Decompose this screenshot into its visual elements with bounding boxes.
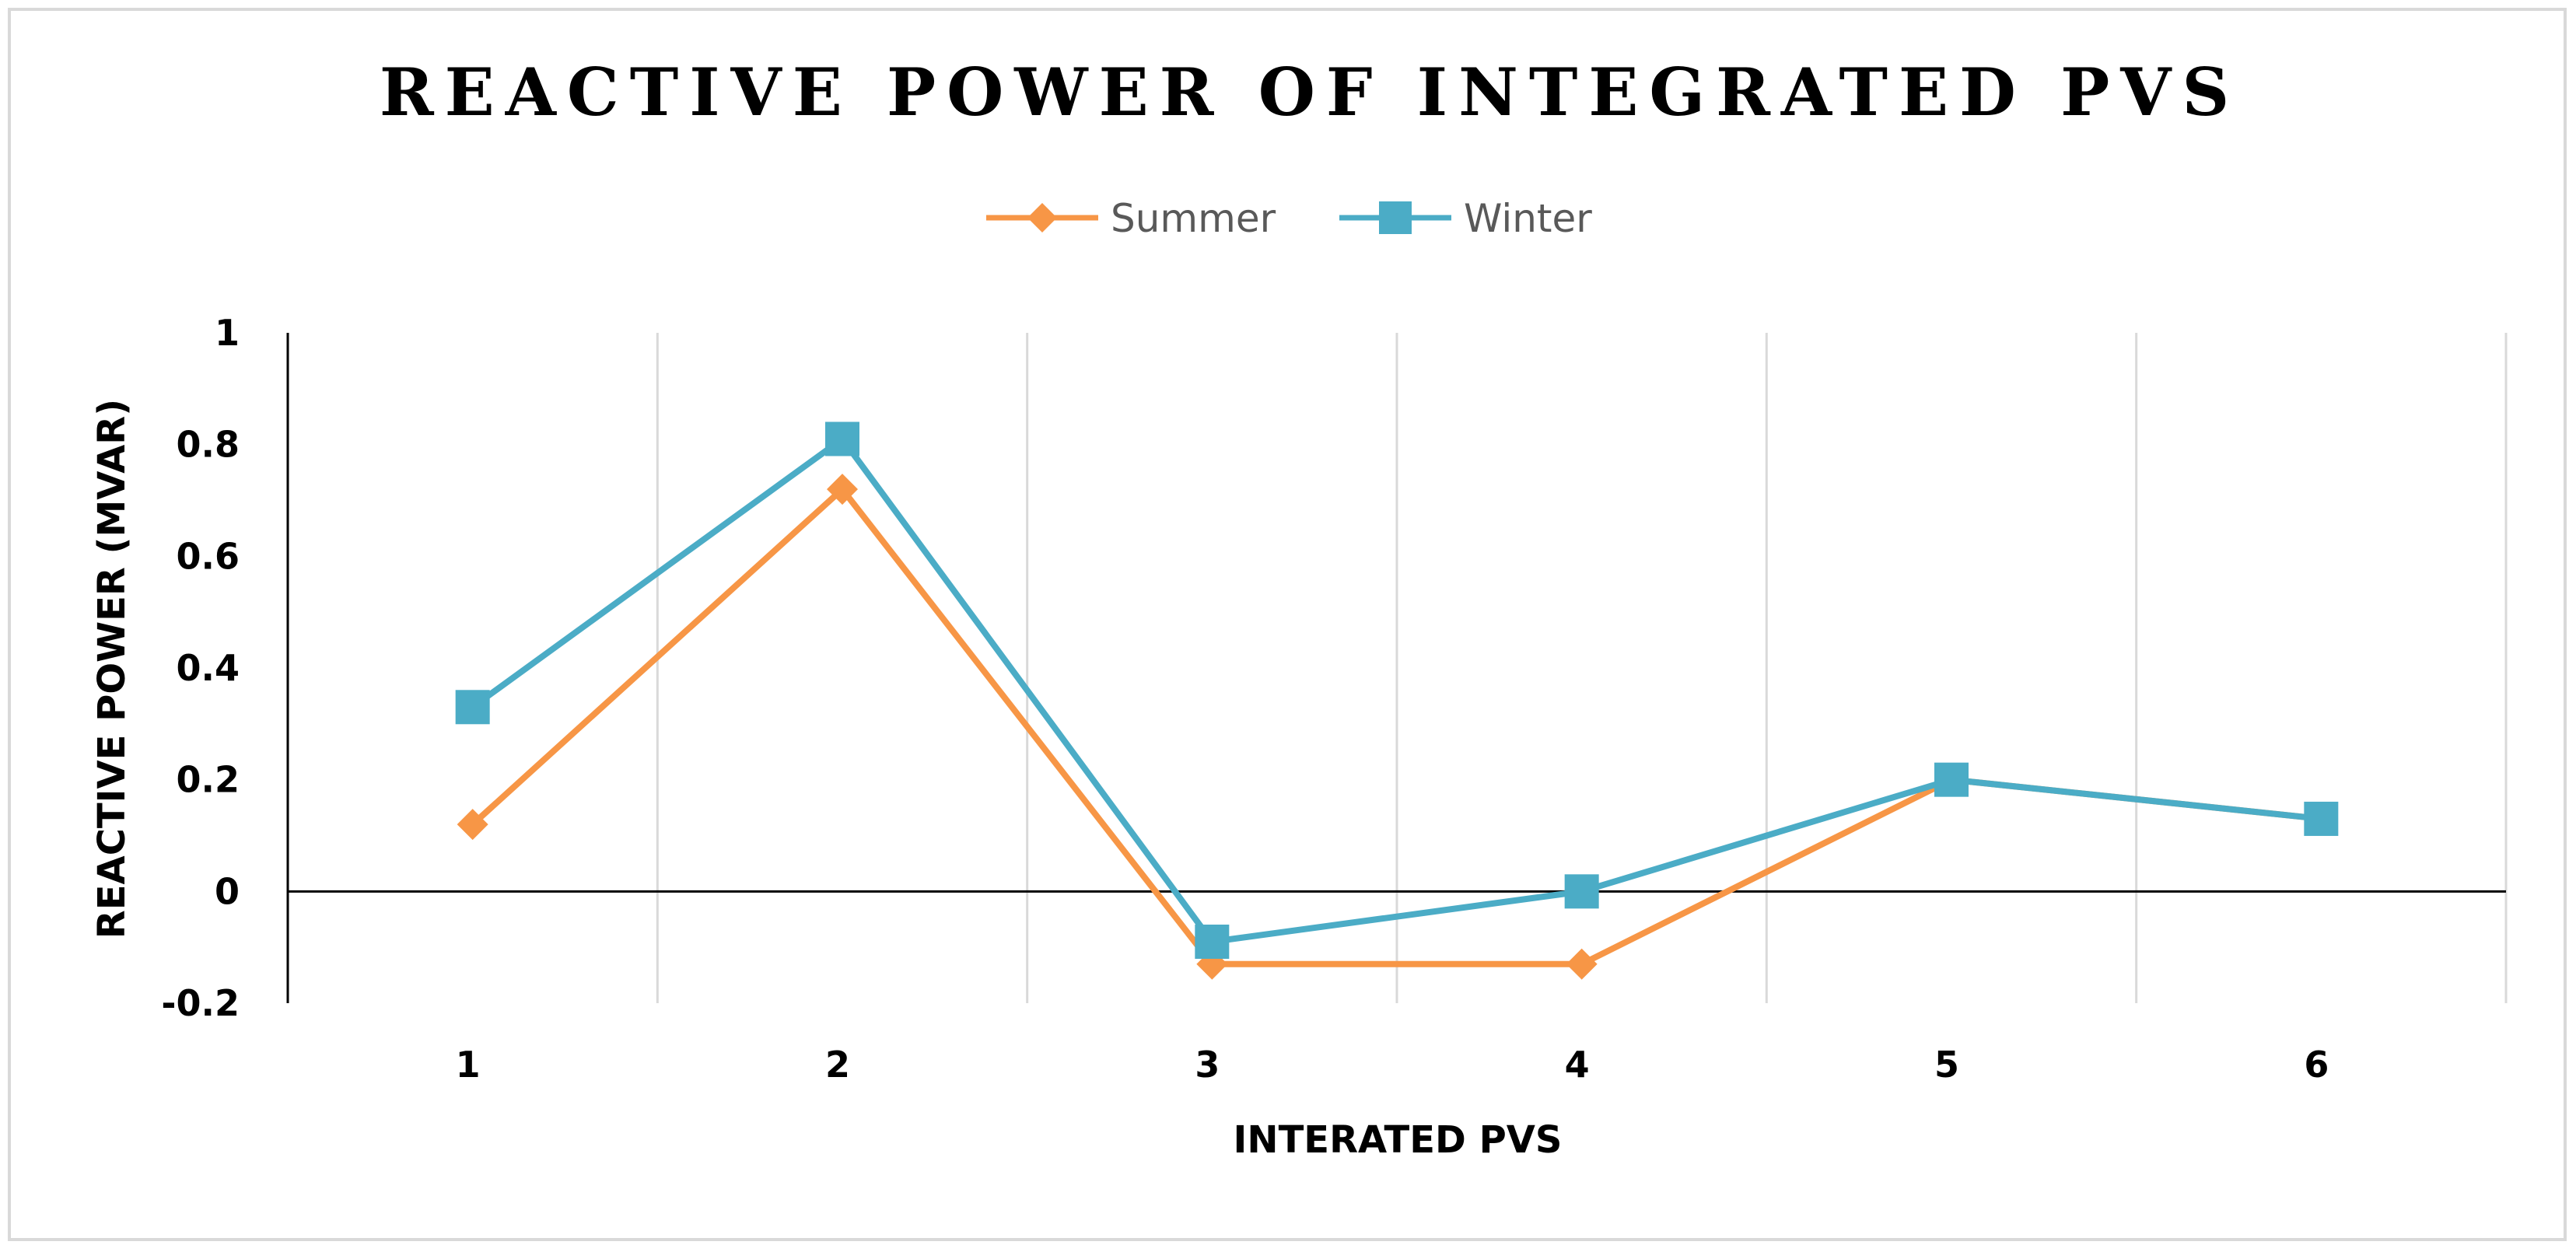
legend: Summer Winter: [986, 196, 1592, 241]
x-tick-label: 3: [1195, 1044, 1220, 1086]
y-axis-ticks: -0.2 0 0.2 0.4 0.6 0.8 1: [161, 312, 240, 1024]
chart-title: REACTIVE POWER OF INTEGRATED PVS: [380, 54, 2240, 131]
series-markers: [455, 421, 2339, 980]
data-point-winter: [825, 421, 859, 456]
x-tick-label: 6: [2304, 1044, 2329, 1086]
data-point-winter: [1934, 762, 1969, 797]
axes: [286, 333, 2506, 1003]
data-point-winter: [455, 690, 490, 725]
series-line-winter: [471, 435, 2322, 945]
data-point-summer: [1566, 948, 1598, 980]
x-tick-label: 5: [1934, 1044, 1959, 1086]
x-tick-label: 1: [456, 1044, 481, 1086]
y-axis-title: REACTIVE POWER (MVAR): [90, 399, 134, 939]
x-tick-label: 4: [1565, 1044, 1590, 1086]
series-lines: [470, 435, 2322, 967]
y-tick-label: 0.4: [177, 647, 240, 689]
y-tick-label: 0.8: [177, 424, 240, 466]
chart-frame: [8, 8, 2567, 1241]
legend-winter-label: Winter: [1464, 196, 1592, 241]
x-tick-label: 2: [825, 1044, 850, 1086]
legend-item-summer: Summer: [986, 196, 1276, 241]
legend-summer-marker: [1027, 203, 1057, 233]
y-tick-label: 0.2: [177, 759, 240, 801]
data-point-summer: [457, 809, 488, 841]
legend-item-winter: Winter: [1339, 196, 1592, 241]
legend-winter-marker: [1379, 201, 1412, 234]
x-axis-title: INTERATED PVS: [1234, 1118, 1563, 1162]
data-point-winter: [1564, 874, 1599, 909]
data-point-winter: [1195, 924, 1230, 959]
data-point-winter: [2304, 801, 2339, 836]
y-tick-label: 0: [215, 870, 240, 912]
x-axis-ticks: 1 2 3 4 5 6: [456, 1044, 2329, 1086]
legend-summer-label: Summer: [1111, 196, 1276, 241]
y-tick-label: 1: [215, 312, 240, 354]
y-tick-label: -0.2: [161, 982, 240, 1024]
data-point-summer: [827, 474, 858, 505]
y-tick-label: 0.6: [177, 535, 240, 577]
